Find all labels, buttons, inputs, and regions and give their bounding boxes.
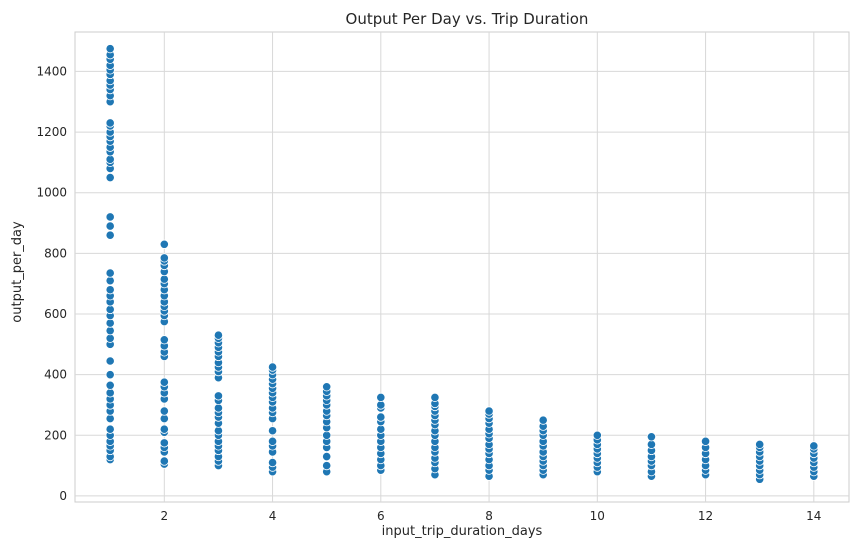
y-tick-label: 1200	[36, 125, 67, 139]
scatter-point	[105, 318, 115, 328]
scatter-point	[322, 461, 332, 471]
scatter-point	[105, 424, 115, 434]
y-tick-label: 200	[44, 428, 67, 442]
scatter-point	[809, 441, 819, 451]
scatter-point	[376, 424, 386, 434]
scatter-point	[213, 330, 224, 340]
scatter-point	[105, 333, 115, 343]
scatter-point	[159, 424, 169, 434]
scatter-point	[538, 415, 548, 425]
scatter-point	[159, 456, 169, 466]
data-points	[105, 44, 819, 484]
scatter-point	[755, 439, 765, 449]
x-tick-labels: 2 4 6 8 10 12 14	[160, 509, 821, 523]
scatter-point	[105, 230, 115, 240]
y-tick-label: 1000	[36, 186, 67, 200]
scatter-point	[430, 392, 440, 402]
y-tick-label: 400	[44, 368, 67, 382]
scatter-point	[267, 426, 278, 436]
x-tick-label: 2	[160, 509, 168, 523]
scatter-point	[105, 326, 115, 336]
scatter-point	[105, 268, 115, 278]
scatter-point	[105, 304, 115, 315]
scatter-point	[105, 356, 115, 366]
y-axis-label: output_per_day	[10, 221, 25, 323]
y-tick-labels: 0 200 400 600 800 1000 1200 1400	[36, 64, 67, 503]
scatter-point	[105, 414, 115, 424]
scatter-point	[484, 406, 494, 416]
x-tick-label: 8	[485, 509, 493, 523]
scatter-point	[159, 377, 169, 387]
scatter-point	[322, 451, 332, 462]
x-axis-label: input_trip_duration_days	[382, 524, 543, 539]
scatter-point	[159, 239, 169, 249]
scatter-point	[322, 382, 332, 392]
scatter-point	[267, 362, 278, 372]
chart-title: Output Per Day vs. Trip Duration	[346, 10, 589, 28]
scatter-point	[213, 391, 224, 401]
scatter-point	[105, 212, 115, 222]
x-tick-label: 12	[698, 509, 713, 523]
x-tick-label: 10	[590, 509, 605, 523]
y-tick-label: 600	[44, 307, 67, 321]
scatter-point	[105, 221, 115, 231]
scatter-point	[213, 403, 224, 413]
scatter-point	[159, 438, 169, 448]
scatter-point	[213, 426, 224, 436]
x-tick-label: 4	[269, 509, 277, 523]
scatter-point	[159, 253, 169, 263]
scatter-point	[105, 276, 115, 286]
scatter-point	[105, 118, 115, 128]
x-tick-label: 6	[377, 509, 385, 523]
scatter-point	[376, 392, 386, 402]
y-tick-label: 800	[44, 246, 67, 260]
scatter-point	[700, 436, 711, 446]
scatter-point	[376, 412, 386, 422]
scatter-point	[105, 154, 115, 164]
scatter-point	[159, 406, 169, 416]
scatter-point	[267, 457, 278, 468]
y-tick-label: 1400	[36, 64, 67, 78]
x-tick-label: 14	[806, 509, 821, 523]
scatter-point	[105, 388, 115, 398]
scatter-point	[322, 430, 332, 440]
scatter-point	[105, 370, 115, 380]
scatter-point	[105, 380, 115, 390]
scatter-point	[267, 436, 278, 446]
scatter-point	[646, 432, 657, 442]
scatter-point	[159, 274, 169, 284]
scatter-point	[159, 335, 169, 345]
scatter-point	[646, 439, 657, 449]
scatter-point	[105, 44, 115, 54]
scatter-point	[159, 414, 169, 424]
scatter-point	[592, 430, 602, 440]
scatter-point	[376, 400, 386, 410]
y-tick-label: 0	[59, 489, 67, 503]
plot-area	[74, 31, 850, 503]
grid	[74, 31, 850, 503]
scatter-point	[105, 172, 115, 183]
scatter-point	[105, 285, 115, 295]
